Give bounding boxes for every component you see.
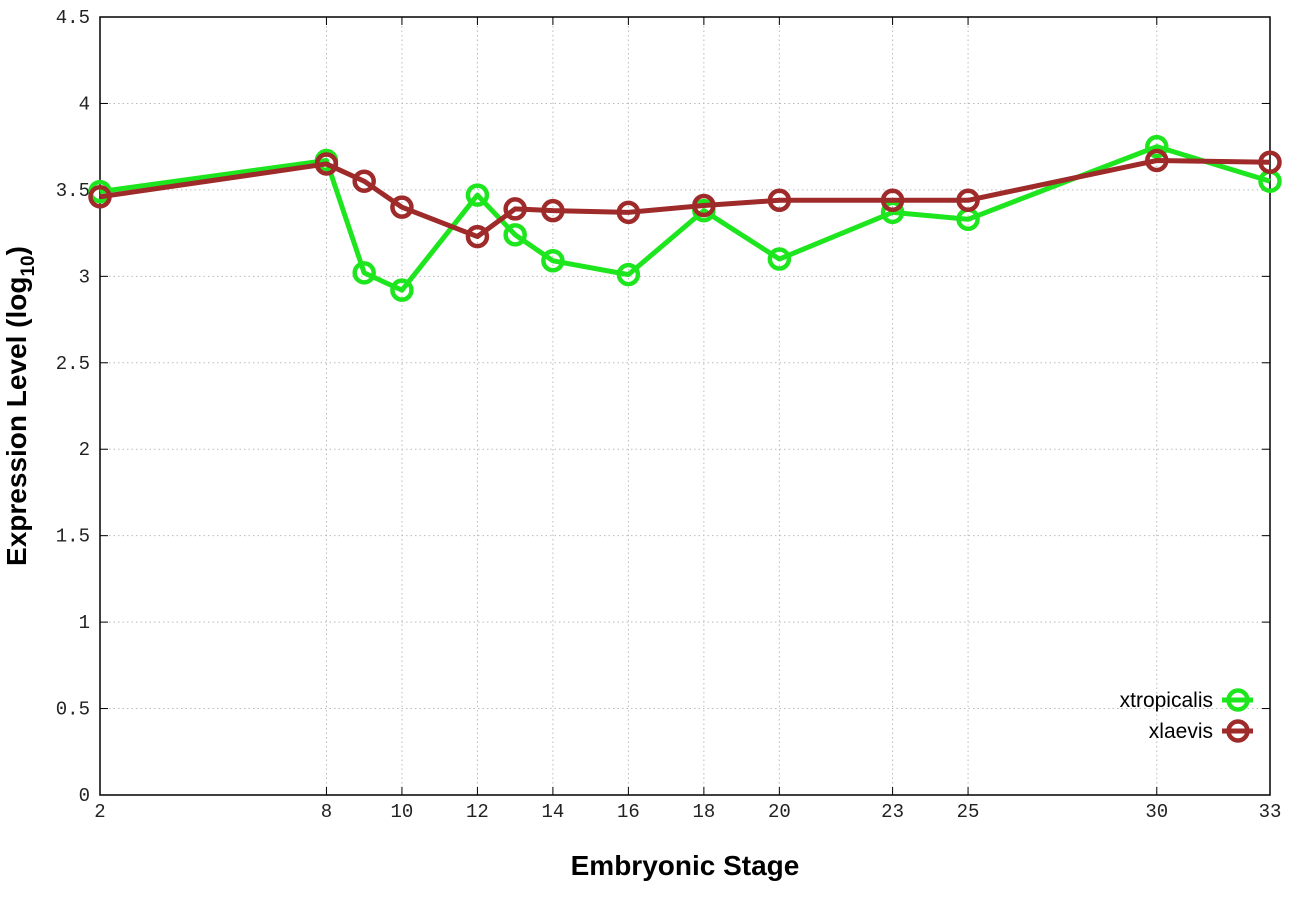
data-point <box>541 249 565 273</box>
y-axis: 0 0.5 1 1.5 2 2.5 3 3.5 4 4.5 <box>56 7 1270 807</box>
y-axis-label: Expression Level (log10) <box>1 246 39 566</box>
x-axis-label: Embryonic Stage <box>571 850 800 881</box>
y-tick-label: 0.5 <box>56 699 90 721</box>
data-point <box>352 169 376 193</box>
legend-marker <box>1226 719 1250 743</box>
y-axis-label-main: Expression Level (log <box>1 277 32 566</box>
data-point <box>956 188 980 213</box>
x-tick-label: 8 <box>321 801 332 823</box>
data-point <box>880 200 905 225</box>
x-tick-label: 33 <box>1259 801 1282 823</box>
y-axis-label-sub: 10 <box>18 255 39 276</box>
grid <box>100 17 1270 795</box>
data-point <box>88 185 112 209</box>
data-point <box>1258 150 1282 174</box>
x-tick-label: 25 <box>957 801 980 823</box>
data-point <box>503 197 527 221</box>
data-point <box>541 198 565 223</box>
x-axis: 2 8 10 12 14 16 18 20 23 25 30 33 <box>94 17 1281 823</box>
y-tick-label: 3.5 <box>56 180 90 202</box>
data-point <box>314 152 339 176</box>
y-tick-label: 1.5 <box>56 526 90 548</box>
legend: xtropicalis xlaevis <box>1120 688 1253 743</box>
x-tick-label: 30 <box>1145 801 1168 823</box>
y-axis-label-close: ) <box>1 246 32 255</box>
data-point <box>503 223 527 247</box>
y-tick-label: 1 <box>79 612 90 634</box>
data-point <box>616 262 641 287</box>
data-point <box>616 200 641 225</box>
legend-marker <box>1226 688 1250 712</box>
data-point <box>692 193 716 218</box>
data-point <box>767 188 792 213</box>
legend-label: xtropicalis <box>1120 689 1213 712</box>
series-xtropicalis <box>88 134 1282 302</box>
data-point <box>1145 148 1169 173</box>
data-point <box>352 261 376 285</box>
y-tick-label: 0 <box>79 785 90 807</box>
x-tick-label: 20 <box>768 801 791 823</box>
data-point <box>390 278 414 302</box>
x-tick-label: 12 <box>466 801 489 823</box>
y-tick-label: 2 <box>79 439 90 461</box>
data-point <box>1145 134 1169 159</box>
data-point <box>465 224 490 249</box>
x-tick-label: 14 <box>541 801 564 823</box>
data-point <box>767 247 792 271</box>
x-tick-label: 18 <box>692 801 715 823</box>
x-tick-label: 2 <box>94 801 105 823</box>
legend-label: xlaevis <box>1149 720 1213 743</box>
series-group <box>88 134 1282 302</box>
series-line <box>99 144 1271 293</box>
data-point <box>390 195 414 219</box>
y-tick-label: 3 <box>79 266 90 288</box>
x-tick-label: 16 <box>617 801 640 823</box>
plot-frame <box>99 16 1271 796</box>
series-xlaevis <box>88 148 1282 249</box>
y-tick-label: 4 <box>79 93 90 115</box>
y-tick-label: 4.5 <box>56 7 90 29</box>
data-point <box>880 188 905 213</box>
x-tick-label: 23 <box>881 801 904 823</box>
y-tick-label: 2.5 <box>56 353 90 375</box>
data-point <box>465 183 490 207</box>
x-tick-label: 10 <box>391 801 414 823</box>
